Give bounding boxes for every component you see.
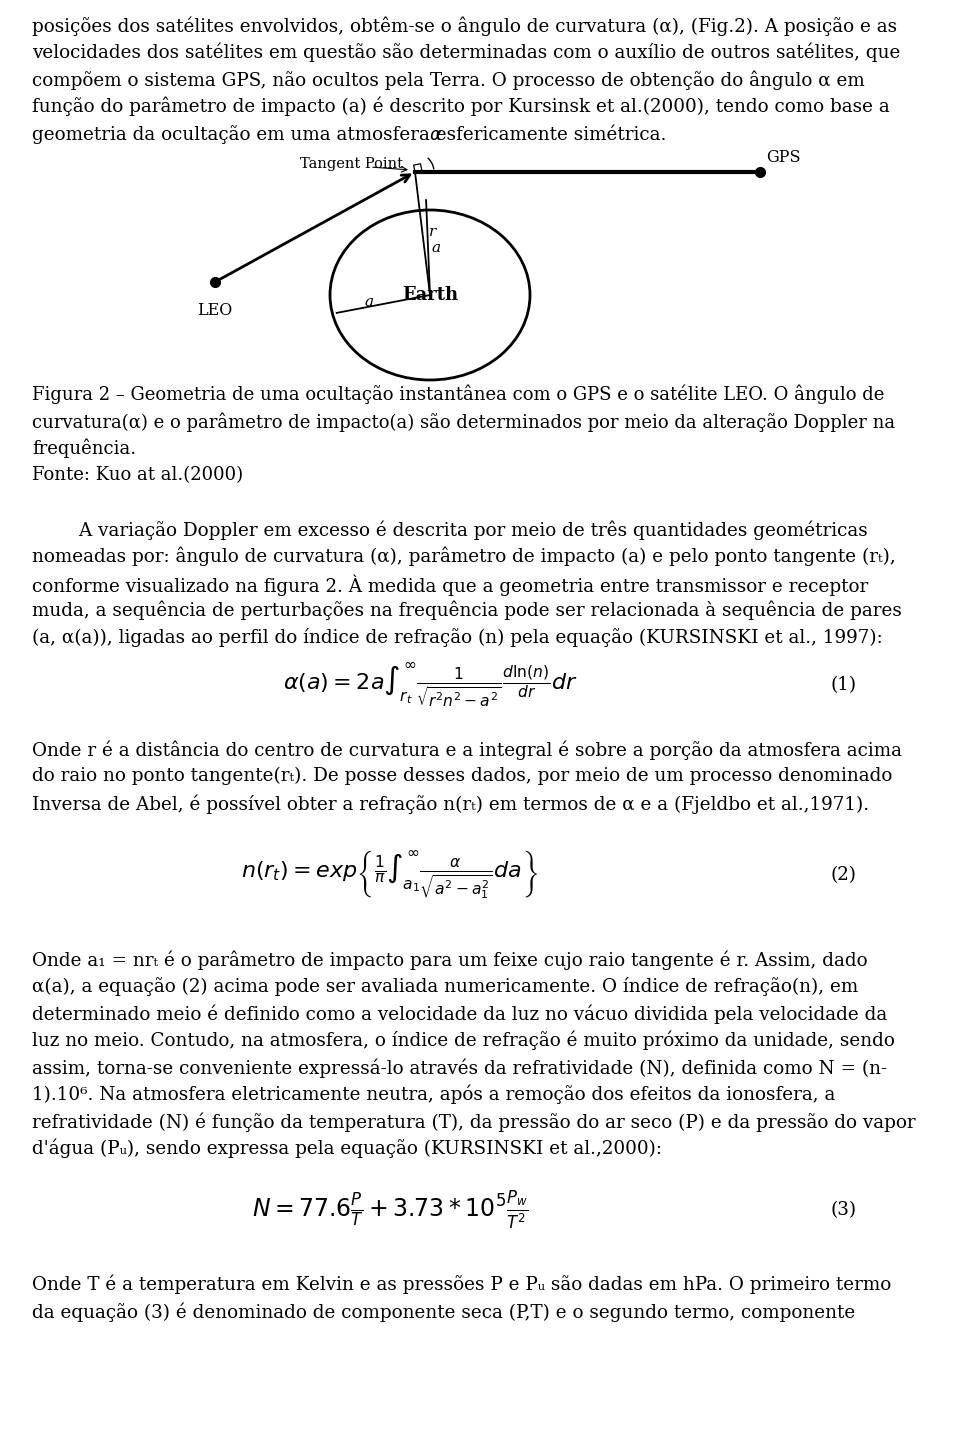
Text: $\alpha(a) = 2a\int_{r_t}^{\infty} \frac{1}{\sqrt{r^2n^2-a^2}} \frac{d\ln(n)}{dr: $\alpha(a) = 2a\int_{r_t}^{\infty} \frac… (283, 662, 577, 710)
Text: velocidades dos satélites em questão são determinadas com o auxílio de outros sa: velocidades dos satélites em questão são… (32, 44, 900, 63)
Text: curvatura(α) e o parâmetro de impacto(a) são determinados por meio da alteração : curvatura(α) e o parâmetro de impacto(a)… (32, 411, 895, 432)
Text: função do parâmetro de impacto (a) é descrito por Kursinsk et al.(2000), tendo c: função do parâmetro de impacto (a) é des… (32, 97, 890, 116)
Text: da equação (3) é denominado de componente seca (P,T) e o segundo termo, componen: da equação (3) é denominado de component… (32, 1301, 855, 1322)
Text: Onde T é a temperatura em Kelvin e as pressões P e Pᵤ são dadas em hPa. O primei: Onde T é a temperatura em Kelvin e as pr… (32, 1275, 891, 1294)
Text: A variação Doppler em excesso é descrita por meio de três quantidades geométrica: A variação Doppler em excesso é descrita… (32, 521, 868, 539)
Text: r: r (428, 224, 436, 238)
Text: α(a), a equação (2) acima pode ser avaliada numericamente. O índice de refração(: α(a), a equação (2) acima pode ser avali… (32, 977, 858, 996)
Text: (3): (3) (830, 1201, 856, 1218)
Text: frequência.: frequência. (32, 439, 136, 458)
Text: Inversa de Abel, é possível obter a refração n(rₜ) em termos de α e a (Fjeldbo e: Inversa de Abel, é possível obter a refr… (32, 794, 869, 813)
Text: Onde a₁ = nrₜ é o parâmetro de impacto para um feixe cujo raio tangente é r. Ass: Onde a₁ = nrₜ é o parâmetro de impacto p… (32, 949, 868, 970)
Text: assim, torna-se conveniente expressá-lo através da refratividade (N), definida c: assim, torna-se conveniente expressá-lo … (32, 1059, 887, 1077)
Text: posições dos satélites envolvidos, obtêm-se o ângulo de curvatura (α), (Fig.2). : posições dos satélites envolvidos, obtêm… (32, 16, 898, 35)
Text: determinado meio é definido como a velocidade da luz no vácuo dividida pela velo: determinado meio é definido como a veloc… (32, 1005, 887, 1024)
Text: Fonte: Kuo at al.(2000): Fonte: Kuo at al.(2000) (32, 465, 243, 484)
Text: a: a (431, 240, 441, 254)
Text: (2): (2) (830, 867, 856, 884)
Text: luz no meio. Contudo, na atmosfera, o índice de refração é muito próximo da unid: luz no meio. Contudo, na atmosfera, o ín… (32, 1031, 895, 1050)
Text: geometria da ocultação em uma atmosfera esfericamente simétrica.: geometria da ocultação em uma atmosfera … (32, 124, 666, 144)
Text: do raio no ponto tangente(rₜ). De posse desses dados, por meio de um processo de: do raio no ponto tangente(rₜ). De posse … (32, 768, 893, 785)
Text: $\alpha$: $\alpha$ (429, 126, 443, 144)
Text: $n(r_t) =  exp\left\{\frac{1}{\pi}\int_{a_1}^{\infty} \frac{\alpha}{\sqrt{a^2-a_: $n(r_t) = exp\left\{\frac{1}{\pi}\int_{a… (242, 849, 539, 901)
Text: LEO: LEO (198, 302, 232, 318)
Text: Figura 2 – Geometria de uma ocultação instantânea com o GPS e o satélite LEO. O : Figura 2 – Geometria de uma ocultação in… (32, 385, 884, 404)
Text: muda, a sequência de perturbações na frequência pode ser relacionada à sequência: muda, a sequência de perturbações na fre… (32, 601, 901, 621)
Text: conforme visualizado na figura 2. À medida que a geometria entre transmissor e r: conforme visualizado na figura 2. À medi… (32, 574, 868, 596)
Text: nomeadas por: ângulo de curvatura (α), parâmetro de impacto (a) e pelo ponto tan: nomeadas por: ângulo de curvatura (α), p… (32, 547, 896, 567)
Text: Tangent Point: Tangent Point (300, 157, 403, 172)
Text: $N = 77.6\frac{P}{T} +  3.73 * 10^5 \frac{P_w}{T^2}$: $N = 77.6\frac{P}{T} + 3.73 * 10^5 \frac… (252, 1188, 528, 1232)
Text: refratividade (N) é função da temperatura (T), da pressão do ar seco (P) e da pr: refratividade (N) é função da temperatur… (32, 1112, 916, 1131)
Text: GPS: GPS (766, 148, 801, 166)
Text: (1): (1) (830, 676, 856, 694)
Text: 1).10⁶. Na atmosfera eletricamente neutra, após a remoção dos efeitos da ionosfe: 1).10⁶. Na atmosfera eletricamente neutr… (32, 1085, 835, 1105)
Text: Earth: Earth (402, 286, 458, 304)
Text: compõem o sistema GPS, não ocultos pela Terra. O processo de obtenção do ângulo : compõem o sistema GPS, não ocultos pela … (32, 70, 865, 90)
Text: d'água (Pᵤ), sendo expressa pela equação (KURSINSKI et al.,2000):: d'água (Pᵤ), sendo expressa pela equação… (32, 1138, 662, 1159)
Text: a: a (365, 295, 373, 308)
Text: Onde r é a distância do centro de curvatura e a integral é sobre a porção da atm: Onde r é a distância do centro de curvat… (32, 740, 902, 759)
Text: (a, α(a)), ligadas ao perfil do índice de refração (n) pela equação (KURSINSKI e: (a, α(a)), ligadas ao perfil do índice d… (32, 628, 883, 647)
